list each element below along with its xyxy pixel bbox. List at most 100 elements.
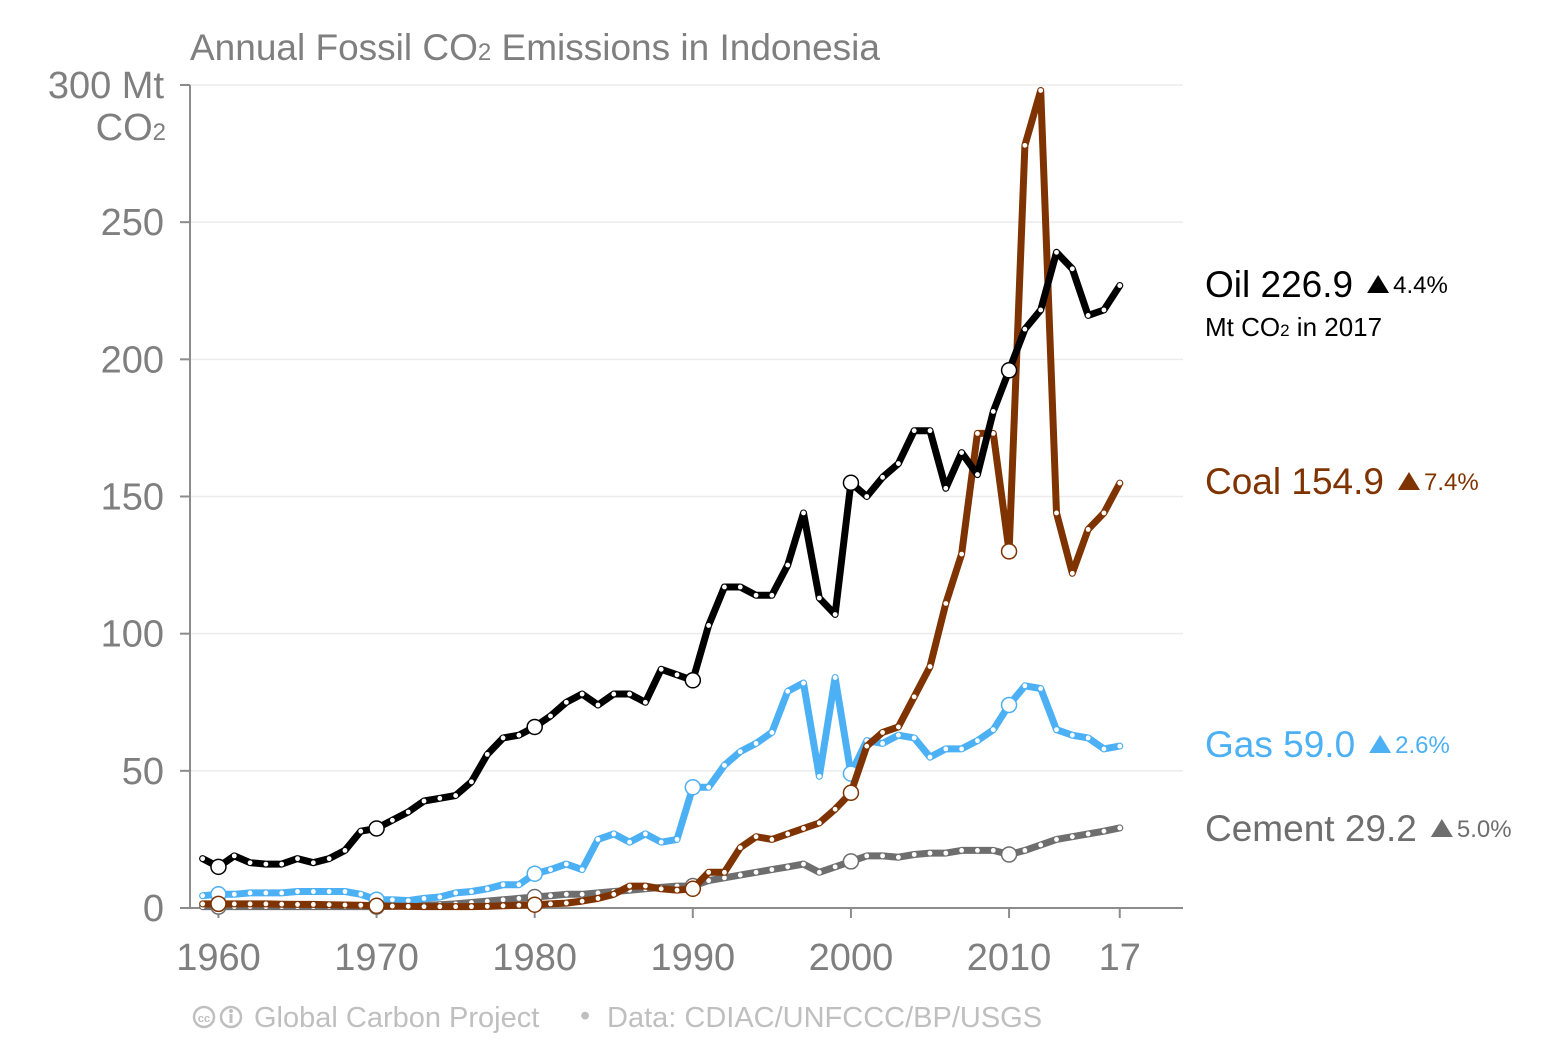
data-point bbox=[832, 612, 838, 617]
data-point bbox=[1054, 727, 1059, 733]
data-point bbox=[1101, 307, 1107, 313]
data-point bbox=[516, 732, 522, 738]
highlight-point bbox=[1000, 362, 1018, 379]
footer: cc Global Carbon Project • Data: CDIAC/U… bbox=[192, 1000, 1042, 1034]
series-coal bbox=[199, 87, 1124, 915]
data-point bbox=[358, 902, 364, 908]
data-point bbox=[911, 735, 917, 741]
footer-source: Data: CDIAC/UNFCCC/BP/USGS bbox=[607, 1002, 1042, 1034]
highlight-point bbox=[842, 853, 860, 870]
data-point bbox=[975, 738, 980, 744]
footer-separator: • bbox=[580, 1000, 590, 1032]
highlight-point bbox=[526, 865, 543, 882]
data-point bbox=[611, 831, 617, 837]
data-point bbox=[722, 762, 727, 768]
data-point bbox=[927, 850, 933, 856]
data-point bbox=[1022, 326, 1028, 332]
data-point bbox=[722, 869, 727, 875]
data-point bbox=[500, 897, 506, 903]
data-point bbox=[753, 741, 759, 746]
highlight-point bbox=[368, 897, 385, 915]
data-point bbox=[421, 798, 427, 804]
data-point bbox=[927, 664, 933, 669]
data-point bbox=[500, 882, 506, 888]
data-point bbox=[943, 485, 949, 491]
data-point bbox=[959, 847, 965, 853]
data-point bbox=[722, 584, 727, 590]
up-triangle-icon bbox=[1430, 819, 1453, 837]
data-point bbox=[326, 889, 332, 894]
data-point bbox=[263, 890, 269, 896]
y-tick-label: 150 bbox=[101, 477, 164, 519]
data-point bbox=[421, 904, 427, 910]
data-point bbox=[516, 882, 522, 888]
data-point bbox=[469, 889, 474, 894]
data-point bbox=[389, 897, 395, 903]
series-change-pct: 5.0% bbox=[1457, 816, 1512, 843]
highlight-point bbox=[1000, 696, 1018, 714]
data-point bbox=[247, 901, 253, 907]
highlight-point bbox=[526, 896, 543, 913]
data-point bbox=[595, 702, 601, 708]
data-point bbox=[1085, 735, 1091, 741]
data-point bbox=[737, 872, 743, 878]
data-point bbox=[295, 856, 300, 862]
data-point bbox=[769, 592, 775, 598]
data-point bbox=[437, 904, 443, 910]
data-point bbox=[295, 902, 300, 907]
series-change-pct: 7.4% bbox=[1424, 469, 1479, 496]
x-tick-label: 1970 bbox=[334, 937, 419, 979]
data-point bbox=[389, 903, 395, 909]
series-line-coal bbox=[199, 87, 1124, 911]
data-point bbox=[405, 898, 411, 903]
data-point bbox=[611, 891, 617, 897]
highlight-point bbox=[210, 858, 227, 876]
y-axis-unit-label: CO2 bbox=[96, 107, 166, 149]
data-point bbox=[864, 743, 870, 749]
data-point bbox=[880, 474, 885, 480]
highlight-point bbox=[684, 672, 702, 689]
data-point bbox=[1101, 746, 1107, 752]
data-point bbox=[816, 820, 822, 826]
data-point bbox=[895, 854, 901, 860]
series-oil bbox=[199, 248, 1124, 876]
data-point bbox=[658, 666, 664, 672]
gridlines bbox=[190, 84, 1183, 772]
data-point bbox=[658, 886, 664, 892]
series-end-labels: Oil 226.9 4.4% Mt CO2 in 2017 Coal 154.9 7.4… bbox=[1205, 264, 1512, 849]
series-name-value: Cement 29.2 bbox=[1205, 808, 1417, 849]
data-point bbox=[943, 601, 949, 606]
highlight-point bbox=[842, 784, 860, 802]
series-line-oil bbox=[199, 248, 1124, 871]
data-point bbox=[769, 837, 775, 842]
data-point bbox=[753, 869, 759, 875]
data-point bbox=[816, 773, 822, 779]
data-point bbox=[1117, 825, 1123, 831]
data-point bbox=[231, 901, 237, 907]
highlight-point bbox=[1000, 846, 1018, 863]
data-point bbox=[642, 699, 648, 705]
data-point bbox=[563, 699, 569, 705]
x-tick-label: 1960 bbox=[176, 937, 261, 979]
data-point bbox=[548, 901, 553, 907]
svg-text:cc: cc bbox=[198, 1013, 210, 1025]
y-tick-label: 50 bbox=[122, 751, 164, 793]
data-point bbox=[927, 754, 933, 760]
data-point bbox=[832, 675, 838, 680]
data-point bbox=[1038, 842, 1044, 848]
data-point bbox=[753, 592, 759, 598]
data-point bbox=[295, 889, 300, 894]
data-point bbox=[263, 861, 269, 867]
data-point bbox=[358, 828, 364, 834]
data-point bbox=[595, 895, 601, 901]
data-point bbox=[247, 860, 253, 866]
highlight-point bbox=[526, 718, 543, 736]
data-point bbox=[959, 551, 965, 557]
data-point bbox=[990, 431, 996, 436]
data-point bbox=[990, 847, 996, 853]
data-point bbox=[959, 450, 965, 456]
data-point bbox=[453, 793, 459, 798]
data-point bbox=[326, 902, 332, 908]
data-point bbox=[769, 730, 775, 735]
data-point bbox=[706, 784, 712, 790]
